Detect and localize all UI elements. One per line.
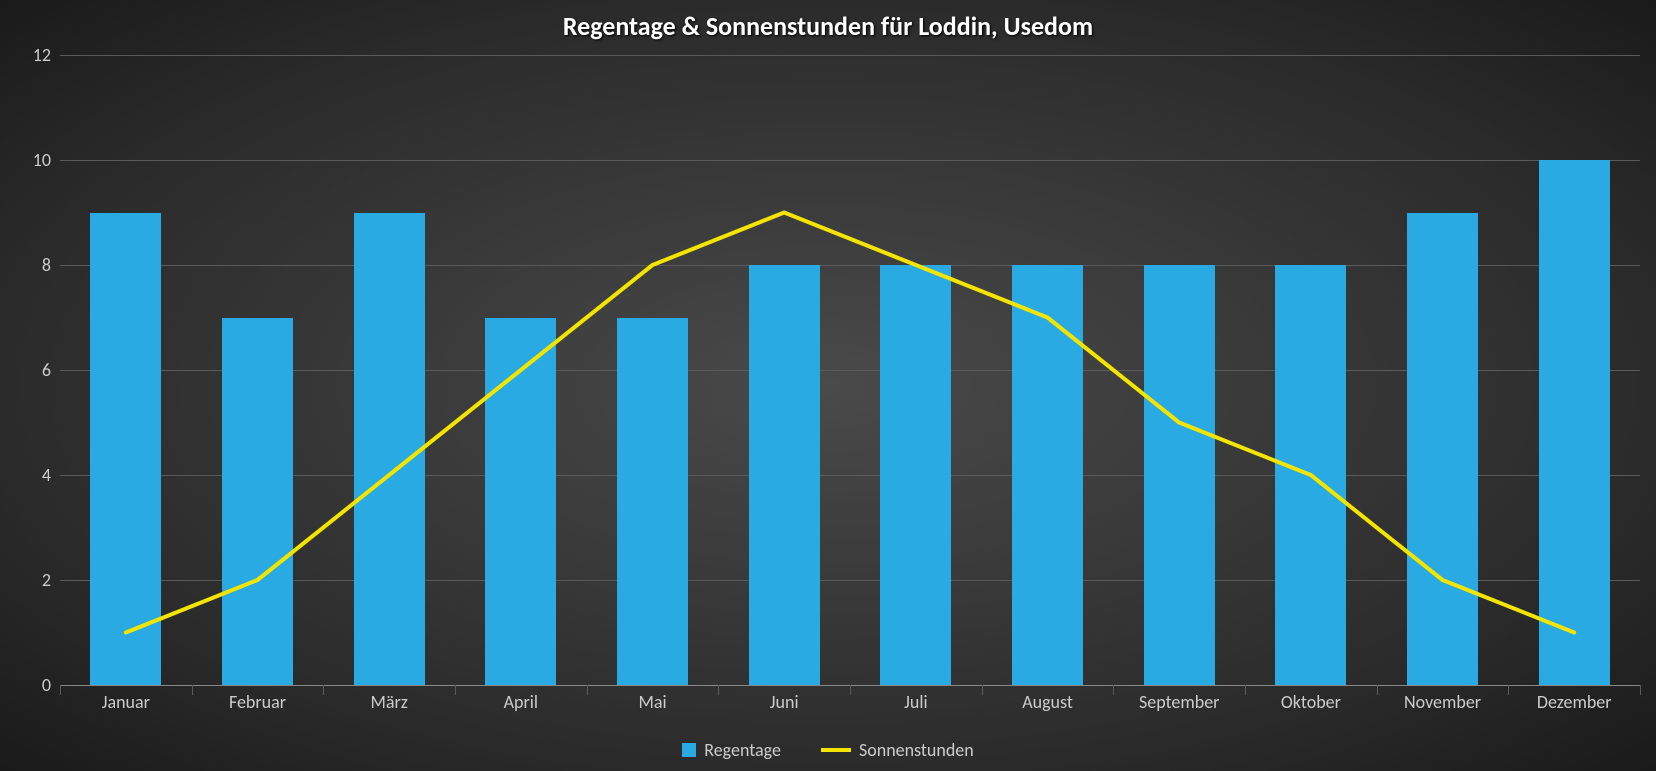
- y-tick-label: 4: [42, 464, 51, 486]
- x-tick-label: August: [1022, 691, 1073, 713]
- x-tick-label: April: [504, 691, 538, 713]
- x-tick-label: Juli: [904, 691, 927, 713]
- x-divider: [587, 685, 588, 695]
- y-tick-label: 2: [42, 569, 51, 591]
- y-tick-label: 6: [42, 359, 51, 381]
- x-divider: [323, 685, 324, 695]
- x-tick-label: März: [370, 691, 407, 713]
- x-tick-label: November: [1404, 691, 1481, 713]
- y-tick-label: 0: [42, 674, 51, 696]
- x-tick-label: Januar: [102, 691, 150, 713]
- x-divider: [982, 685, 983, 695]
- line-path: [126, 213, 1574, 633]
- x-divider: [455, 685, 456, 695]
- x-tick-label: September: [1139, 691, 1219, 713]
- legend-swatch-bar: [682, 743, 696, 757]
- x-divider: [1113, 685, 1114, 695]
- y-tick-label: 8: [42, 254, 51, 276]
- x-divider: [850, 685, 851, 695]
- legend-item-sonnenstunden: Sonnenstunden: [821, 739, 974, 761]
- x-divider: [1245, 685, 1246, 695]
- x-divider: [60, 685, 61, 695]
- x-divider: [718, 685, 719, 695]
- legend-label-regentage: Regentage: [704, 739, 781, 761]
- plot-area: JanuarFebruarMärzAprilMaiJuniJuliAugustS…: [60, 55, 1640, 685]
- x-tick-label: Februar: [229, 691, 286, 713]
- legend-item-regentage: Regentage: [682, 739, 781, 761]
- x-tick-label: Mai: [638, 691, 666, 713]
- x-divider: [192, 685, 193, 695]
- line-series: [60, 55, 1640, 685]
- x-divider: [1377, 685, 1378, 695]
- x-tick-label: Juni: [770, 691, 799, 713]
- x-divider: [1640, 685, 1641, 695]
- legend-label-sonnenstunden: Sonnenstunden: [859, 739, 974, 761]
- legend-swatch-line: [821, 748, 851, 752]
- chart-container: Regentage & Sonnenstunden für Loddin, Us…: [0, 0, 1656, 771]
- y-tick-label: 10: [33, 149, 51, 171]
- y-tick-label: 12: [33, 44, 51, 66]
- x-divider: [1508, 685, 1509, 695]
- x-tick-label: Oktober: [1281, 691, 1341, 713]
- legend: Regentage Sonnenstunden: [0, 739, 1656, 761]
- chart-title: Regentage & Sonnenstunden für Loddin, Us…: [0, 10, 1656, 42]
- x-tick-label: Dezember: [1537, 691, 1612, 713]
